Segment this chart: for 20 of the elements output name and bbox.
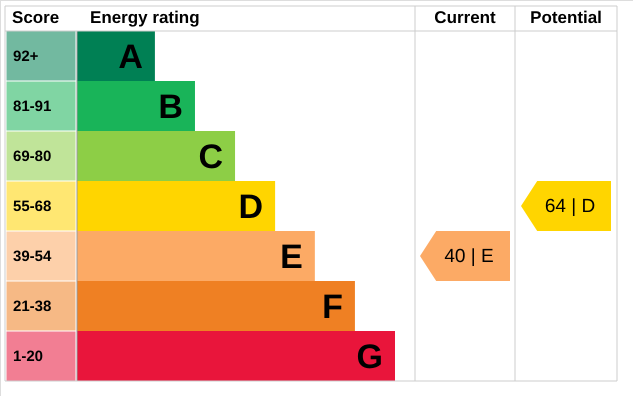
annotation: B: [158, 88, 183, 126]
x-axis-title: Energy rating: [90, 8, 200, 27]
annotation: A: [118, 38, 143, 76]
text: Potential: [530, 8, 602, 27]
y-tick-label: 21-38: [13, 298, 52, 315]
annotation: E: [280, 238, 303, 276]
annotation: C: [198, 138, 224, 176]
y-tick-label: 92+: [13, 48, 39, 65]
text: Current: [434, 8, 496, 27]
text: 64 | D: [544, 196, 596, 217]
y-tick-label: 39-54: [13, 248, 52, 265]
annotation: D: [238, 188, 264, 226]
y-axis-title: Score: [12, 8, 60, 27]
y-tick-label: 81-91: [13, 98, 52, 115]
annotation: G: [356, 338, 383, 376]
y-tick-label: 55-68: [13, 198, 52, 215]
y-tick-label: 1-20: [13, 348, 44, 365]
text: 40 | E: [444, 246, 494, 267]
annotation: F: [322, 288, 343, 326]
y-tick-label: 69-80: [13, 148, 52, 165]
